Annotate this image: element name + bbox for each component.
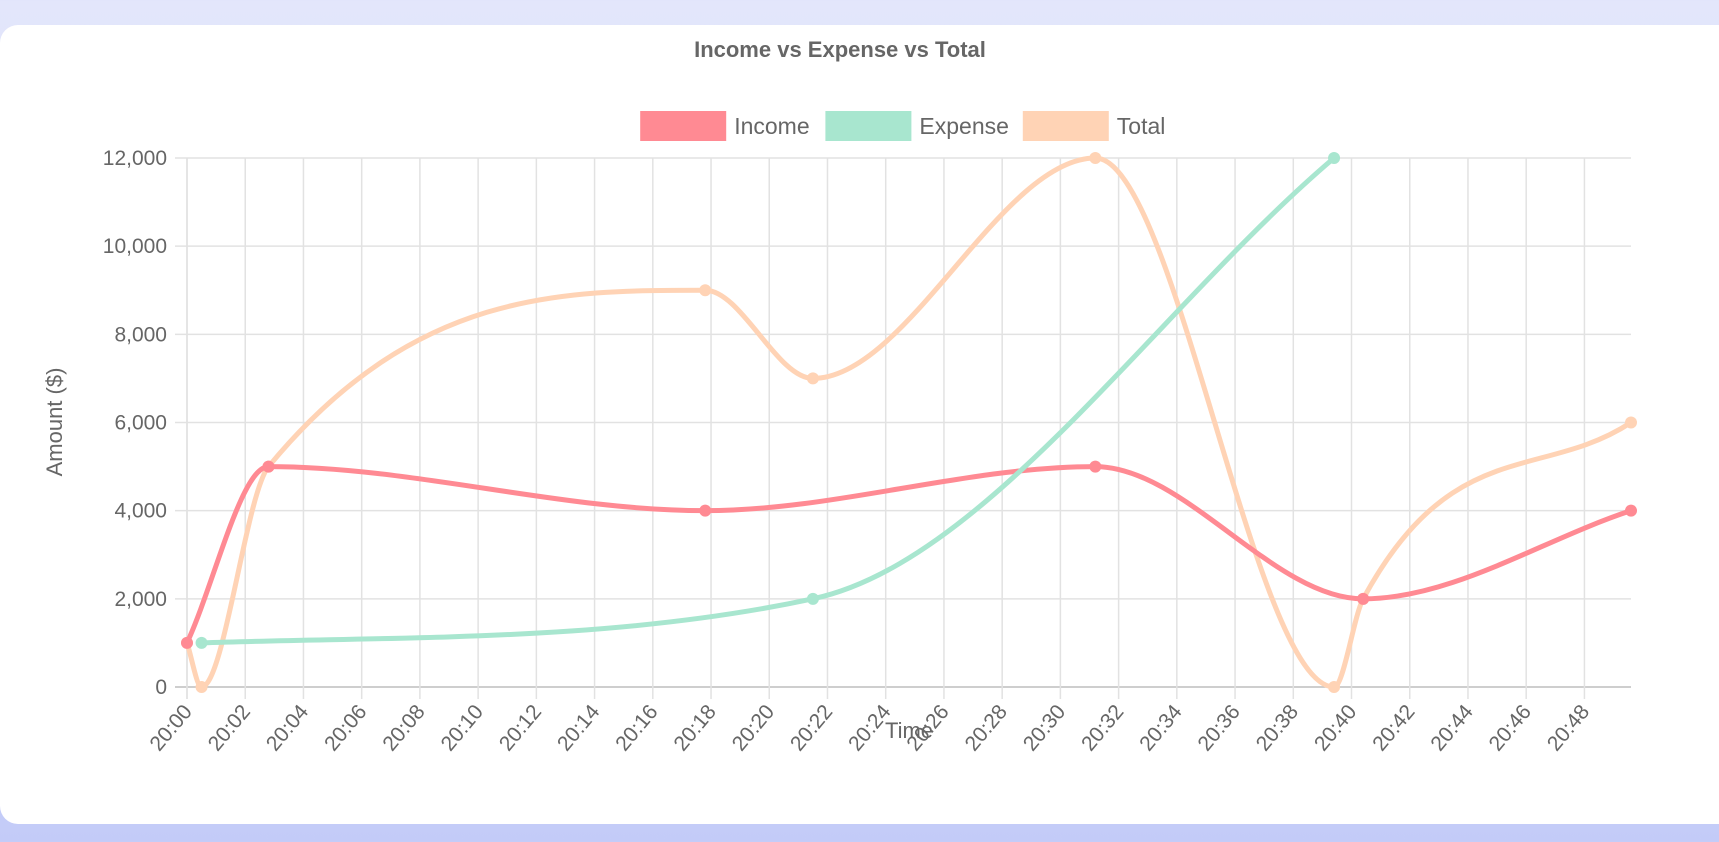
x-tick-label: 20:02 (204, 700, 255, 755)
x-tick-label: 20:48 (1543, 700, 1594, 755)
x-tick-label: 20:36 (1193, 700, 1244, 755)
chart-legend[interactable]: Income Expense Total (640, 111, 1165, 141)
expense-point[interactable] (806, 592, 819, 605)
legend-swatch-income[interactable] (640, 111, 727, 141)
expense-point[interactable] (1328, 152, 1341, 164)
legend-label-income[interactable]: Income (734, 113, 809, 139)
y-tick-label: 2,000 (114, 588, 167, 611)
chart-card: Income vs Expense vs Total Income Expense… (0, 25, 1719, 824)
x-tick-label: 20:04 (262, 700, 314, 755)
x-tick-label: 20:20 (728, 700, 779, 755)
chart-grid (175, 157, 1631, 699)
income-point[interactable] (181, 636, 193, 649)
x-tick-label: 20:06 (320, 700, 371, 755)
total-point[interactable] (195, 681, 208, 693)
x-tick-label: 20:16 (611, 700, 662, 755)
x-tick-label: 20:08 (378, 700, 429, 755)
income-point[interactable] (699, 504, 712, 517)
x-axis-label: Time (885, 718, 933, 743)
legend-swatch-expense[interactable] (825, 111, 912, 141)
x-tick-label: 20:46 (1485, 700, 1536, 755)
y-tick-label: 12,000 (103, 147, 167, 170)
x-tick-label: 20:44 (1426, 700, 1478, 755)
y-tick-label: 10,000 (103, 235, 167, 258)
expense-point[interactable] (195, 636, 208, 649)
x-tick-label: 20:28 (961, 700, 1012, 755)
total-point[interactable] (1328, 681, 1341, 693)
total-line (184, 155, 1634, 690)
income-point[interactable] (1625, 504, 1637, 517)
y-axis-label: Amount ($) (42, 368, 67, 477)
total-point[interactable] (1089, 152, 1102, 164)
x-tick-label: 20:34 (1135, 700, 1187, 755)
x-tick-label: 20:18 (669, 700, 720, 755)
income-line (184, 464, 1634, 646)
x-tick-label: 20:42 (1368, 700, 1419, 755)
x-tick-label: 20:40 (1310, 700, 1361, 755)
x-tick-label: 20:32 (1077, 700, 1128, 755)
chart-series (181, 152, 1637, 693)
chart-title: Income vs Expense vs Total (694, 37, 986, 62)
total-point[interactable] (699, 284, 712, 297)
y-tick-label: 8,000 (114, 323, 167, 346)
income-point[interactable] (262, 460, 275, 473)
x-tick-label: 20:30 (1019, 700, 1070, 755)
x-tick-label: 20:14 (553, 700, 605, 755)
x-tick-label: 20:22 (786, 700, 837, 755)
legend-label-total[interactable]: Total (1117, 113, 1166, 139)
y-tick-label: 6,000 (114, 412, 167, 435)
chart-svg: Income vs Expense vs Total Income Expense… (42, 37, 1637, 755)
x-tick-label: 20:12 (495, 700, 546, 755)
total-point[interactable] (1625, 416, 1637, 429)
expense-line (199, 155, 1337, 646)
legend-label-expense[interactable]: Expense (919, 113, 1009, 139)
income-point[interactable] (1357, 592, 1370, 605)
total-point[interactable] (806, 372, 819, 385)
y-tick-label: 4,000 (114, 500, 167, 523)
x-tick-label: 20:00 (145, 700, 196, 755)
x-tick-label: 20:38 (1252, 700, 1303, 755)
y-tick-label: 0 (155, 676, 167, 699)
income-point[interactable] (1089, 460, 1102, 473)
legend-swatch-total[interactable] (1022, 111, 1109, 141)
x-tick-label: 20:10 (437, 700, 488, 755)
